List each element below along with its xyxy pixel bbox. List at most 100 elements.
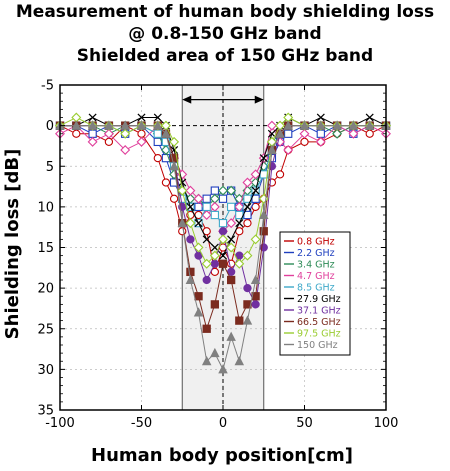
legend-item: 150 GHz — [284, 340, 338, 351]
data-point — [332, 128, 343, 139]
data-point — [226, 331, 236, 341]
x-tick-label: 0 — [219, 416, 227, 431]
data-point — [348, 120, 359, 130]
data-point — [218, 194, 228, 203]
data-point — [161, 128, 171, 138]
chart-title-line-1: Measurement of human body shielding loss — [15, 2, 435, 22]
data-point — [71, 120, 82, 130]
legend-item: 3.4 GHz — [284, 260, 335, 271]
data-point — [201, 258, 212, 269]
data-point — [218, 218, 228, 228]
data-point — [137, 113, 146, 122]
data-point — [218, 185, 228, 196]
data-point — [87, 120, 98, 130]
data-point — [186, 202, 195, 211]
y-tick-label: 5 — [46, 160, 54, 175]
data-point — [234, 355, 245, 366]
data-point — [226, 218, 237, 229]
data-point — [218, 251, 228, 260]
data-point — [153, 120, 163, 130]
legend-item: 97.5 GHz — [284, 329, 341, 340]
data-point — [226, 185, 237, 196]
data-point — [120, 145, 131, 155]
data-point — [266, 120, 277, 131]
data-point — [209, 250, 220, 261]
data-point — [193, 307, 204, 317]
legend-label: 0.8 GHz — [297, 237, 335, 248]
data-point — [242, 315, 253, 325]
data-point — [202, 194, 211, 203]
legend-item: 37.1 GHz — [284, 306, 341, 317]
data-point — [283, 145, 294, 155]
series-layer — [55, 112, 391, 374]
data-point — [202, 324, 211, 333]
data-point — [202, 275, 211, 285]
data-point — [186, 235, 195, 244]
y-tick-label: 10 — [37, 200, 54, 215]
data-point — [161, 178, 171, 187]
data-point — [169, 136, 180, 147]
shielded-width-arrow — [182, 95, 264, 104]
data-point — [348, 128, 359, 139]
data-point — [218, 234, 228, 245]
data-point — [242, 177, 253, 188]
data-point — [153, 113, 162, 122]
chart-title-line-2: @ 0.8-150 GHz band — [128, 24, 322, 44]
data-point — [201, 355, 212, 366]
legend-item: 8.5 GHz — [284, 283, 335, 294]
legend-label: 27.9 GHz — [297, 294, 341, 305]
data-point — [251, 186, 260, 195]
data-point — [299, 128, 310, 139]
data-point — [316, 129, 325, 138]
data-point — [193, 193, 204, 204]
data-point — [315, 136, 326, 147]
legend-label: 97.5 GHz — [297, 329, 341, 340]
legend-item: 0.8 GHz — [284, 237, 335, 248]
data-point — [88, 129, 97, 138]
data-point — [153, 153, 162, 163]
legend-label: 150 GHz — [297, 340, 338, 351]
data-point — [185, 185, 196, 196]
data-point — [194, 292, 203, 301]
data-point — [177, 185, 188, 196]
legend-item: 27.9 GHz — [284, 294, 341, 305]
data-point — [227, 202, 236, 212]
data-point — [210, 186, 219, 195]
data-point — [202, 235, 211, 244]
data-point — [178, 227, 187, 236]
data-point — [250, 169, 261, 180]
data-point — [234, 258, 245, 269]
y-tick-label: 30 — [37, 363, 54, 378]
data-point — [365, 129, 374, 138]
data-point — [259, 227, 268, 236]
data-point — [210, 210, 219, 220]
x-tick-label: 50 — [296, 416, 313, 431]
data-point — [259, 170, 268, 179]
data-point — [283, 120, 293, 130]
legend-item: 66.5 GHz — [284, 317, 341, 328]
legend-label: 37.1 GHz — [297, 306, 341, 317]
data-point — [137, 129, 146, 138]
chart-title-line-3: Shielded area of 150 GHz band — [76, 46, 374, 66]
data-point — [120, 120, 130, 130]
legend-label: 2.2 GHz — [297, 248, 335, 259]
data-point — [250, 234, 261, 245]
data-point — [365, 113, 374, 122]
data-point — [250, 274, 261, 285]
data-point — [169, 194, 179, 203]
data-point — [177, 217, 188, 228]
data-point — [104, 137, 114, 147]
data-point — [243, 283, 252, 293]
data-point — [88, 113, 97, 122]
data-point — [136, 120, 147, 130]
y-tick-label: 0 — [46, 119, 54, 134]
data-point — [169, 160, 179, 171]
x-axis-label: Human body position[cm] — [91, 445, 353, 466]
data-point — [364, 120, 375, 130]
x-tick-label: 100 — [374, 416, 399, 431]
data-point — [226, 242, 237, 253]
data-point — [136, 136, 147, 147]
data-point — [87, 136, 98, 147]
x-tick-label: -100 — [45, 416, 75, 431]
